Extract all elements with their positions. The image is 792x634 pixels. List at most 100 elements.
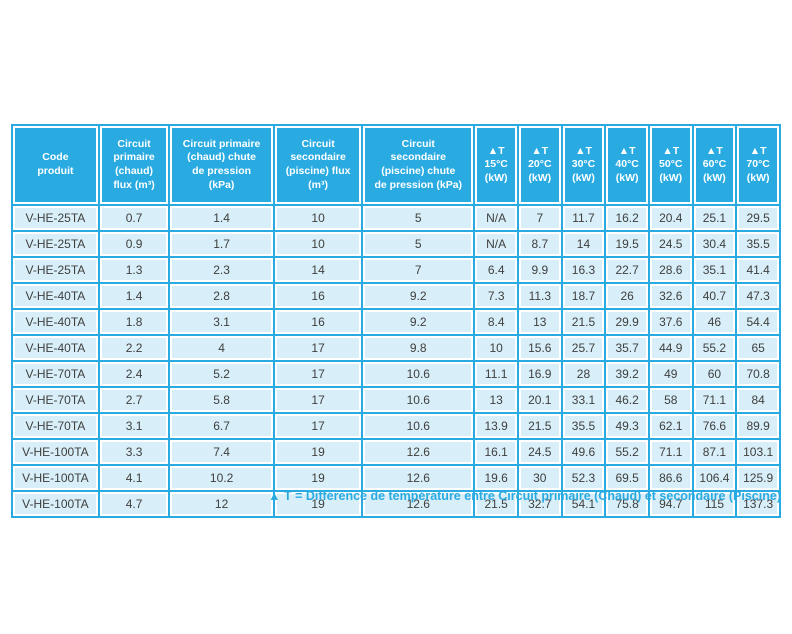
table-cell: 9.9 [518, 258, 561, 282]
column-header: ▲T 20°C (kW) [518, 126, 561, 204]
table-cell: 103.1 [737, 440, 779, 464]
table-cell: V-HE-40TA [13, 284, 98, 308]
table-cell: 35.1 [693, 258, 736, 282]
table-cell: 8.7 [518, 232, 561, 256]
table-cell: V-HE-70TA [13, 414, 98, 438]
table-cell: 18.7 [562, 284, 605, 308]
table-cell: V-HE-100TA [13, 466, 98, 490]
table-cell: 2.7 [99, 388, 169, 412]
spec-table: Code produit Circuit primaire (chaud) flu… [11, 124, 781, 518]
table-body: V-HE-25TA 0.7 1.4 10 5 N/A 7 11.7 16.2 20.4 25.1 29… [13, 206, 779, 516]
table-cell: 49.3 [606, 414, 648, 438]
table-cell: 86.6 [649, 466, 692, 490]
table-cell: 4.1 [99, 466, 169, 490]
table-cell: 3.1 [99, 414, 169, 438]
table-cell: 10 [274, 206, 362, 230]
table-row: V-HE-40TA 2.2 4 17 9.8 10 15.6 25.7 35.7 44.9 55.2… [13, 336, 779, 360]
table-cell: 14 [562, 232, 605, 256]
table-cell: 65 [737, 336, 779, 360]
table-cell: V-HE-40TA [13, 310, 98, 334]
table-row: V-HE-100TA 4.1 10.2 19 12.6 19.6 30 52.3 69.5 86.… [13, 466, 779, 490]
table-cell: V-HE-70TA [13, 388, 98, 412]
table-cell: 52.3 [562, 466, 605, 490]
table-cell: 25.1 [693, 206, 736, 230]
table-cell: 30.4 [693, 232, 736, 256]
table-row: V-HE-40TA 1.8 3.1 16 9.2 8.4 13 21.5 29.9 37.6 46 5… [13, 310, 779, 334]
table-cell: 10.2 [170, 466, 273, 490]
table-cell: 106.4 [693, 466, 736, 490]
table-row: V-HE-25TA 0.9 1.7 10 5 N/A 8.7 14 19.5 24.5 30.4 35… [13, 232, 779, 256]
table-cell: 1.4 [170, 206, 273, 230]
table-cell: 21.5 [518, 414, 561, 438]
table-cell: 49.6 [562, 440, 605, 464]
table-cell: 115 [693, 492, 736, 516]
column-header: ▲T 30°C (kW) [562, 126, 605, 204]
table-cell: 2.2 [99, 336, 169, 360]
table-cell: 24.5 [649, 232, 692, 256]
table-cell: 16 [274, 310, 362, 334]
table-cell: 35.7 [606, 336, 648, 360]
table-cell: 17 [274, 388, 362, 412]
table-cell: 3.1 [170, 310, 273, 334]
table-cell: 9.2 [363, 310, 474, 334]
column-header: ▲T 70°C (kW) [737, 126, 779, 204]
table-cell: 49 [649, 362, 692, 386]
table-cell: 35.5 [562, 414, 605, 438]
table-cell: 46 [693, 310, 736, 334]
table-cell: N/A [475, 232, 517, 256]
column-header: Circuit secondaire (piscine) chute de pr… [363, 126, 474, 204]
table-cell: 10 [475, 336, 517, 360]
table-cell: 7.4 [170, 440, 273, 464]
table-cell: V-HE-25TA [13, 232, 98, 256]
table-cell: 4 [170, 336, 273, 360]
table-cell: V-HE-70TA [13, 362, 98, 386]
table-cell: 22.7 [606, 258, 648, 282]
table-cell: 9.8 [363, 336, 474, 360]
table-cell: 55.2 [693, 336, 736, 360]
table-cell: 28.6 [649, 258, 692, 282]
table-cell: 20.1 [518, 388, 561, 412]
table-cell: 125.9 [737, 466, 779, 490]
table-cell: 1.8 [99, 310, 169, 334]
table-cell: 16.9 [518, 362, 561, 386]
table-cell: 32.7 [518, 492, 561, 516]
table-cell: 4.7 [99, 492, 169, 516]
header-row: Code produit Circuit primaire (chaud) flu… [13, 126, 779, 204]
table-cell: 12 [170, 492, 273, 516]
table-cell: 19.5 [606, 232, 648, 256]
table-cell: 15.6 [518, 336, 561, 360]
table-cell: 12.6 [363, 440, 474, 464]
table-cell: 19.6 [475, 466, 517, 490]
table-cell: 19 [274, 492, 362, 516]
table-cell: 12.6 [363, 466, 474, 490]
table-cell: 76.6 [693, 414, 736, 438]
table-cell: 46.2 [606, 388, 648, 412]
table-cell: 21.5 [562, 310, 605, 334]
table-row: V-HE-100TA 3.3 7.4 19 12.6 16.1 24.5 49.6 55.2 71… [13, 440, 779, 464]
table-cell: 19 [274, 440, 362, 464]
table-cell: 70.8 [737, 362, 779, 386]
column-header: Circuit secondaire (piscine) flux (m³) [274, 126, 362, 204]
table-cell: 5.8 [170, 388, 273, 412]
table-cell: 30 [518, 466, 561, 490]
table-cell: 20.4 [649, 206, 692, 230]
table-cell: 1.3 [99, 258, 169, 282]
table-cell: 75.8 [606, 492, 648, 516]
table-cell: 6.7 [170, 414, 273, 438]
table-cell: N/A [475, 206, 517, 230]
table-cell: 9.2 [363, 284, 474, 308]
column-header: Circuit primaire (chaud) flux (m³) [99, 126, 169, 204]
table-cell: 37.6 [649, 310, 692, 334]
table-cell: 39.2 [606, 362, 648, 386]
table-cell: 94.7 [649, 492, 692, 516]
table-cell: 11.1 [475, 362, 517, 386]
column-header: ▲T 60°C (kW) [693, 126, 736, 204]
table-cell: 7 [518, 206, 561, 230]
column-header: Code produit [13, 126, 98, 204]
table-cell: 54.1 [562, 492, 605, 516]
table-cell: 87.1 [693, 440, 736, 464]
table-cell: 71.1 [693, 388, 736, 412]
table-cell: 40.7 [693, 284, 736, 308]
table-cell: 84 [737, 388, 779, 412]
